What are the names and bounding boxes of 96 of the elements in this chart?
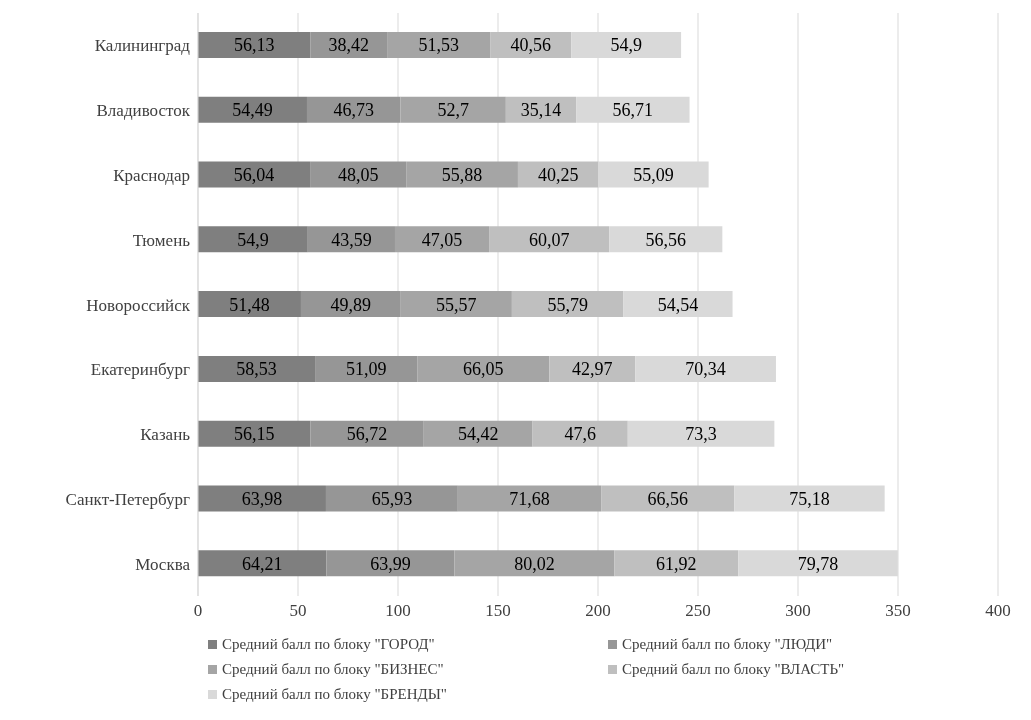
data-label: 54,9 bbox=[610, 35, 642, 56]
x-tick-label: 300 bbox=[785, 601, 811, 621]
data-label: 58,53 bbox=[236, 359, 277, 380]
bar bbox=[315, 355, 418, 382]
bar bbox=[198, 32, 311, 58]
x-tick-label: 0 bbox=[193, 601, 203, 621]
bar bbox=[198, 291, 301, 318]
bar bbox=[306, 96, 401, 123]
y-tick-label: Екатеринбург bbox=[90, 360, 191, 380]
bar bbox=[423, 420, 533, 447]
bar bbox=[198, 226, 308, 253]
legend-label: Средний балл по блоку "БРЕНДЫ" bbox=[222, 686, 447, 703]
bar bbox=[198, 355, 316, 382]
data-label: 79,78 bbox=[797, 553, 839, 574]
x-tick-label: 250 bbox=[685, 601, 711, 621]
bar bbox=[394, 226, 490, 253]
bar bbox=[406, 161, 518, 188]
legend-label: Средний балл по блоку "ГОРОД" bbox=[222, 636, 435, 653]
data-label: 52,7 bbox=[437, 100, 469, 121]
data-label: 49,89 bbox=[330, 294, 372, 315]
data-label: 71,68 bbox=[509, 488, 550, 509]
data-label: 38,42 bbox=[328, 35, 369, 56]
bar bbox=[198, 485, 326, 512]
data-label: 51,53 bbox=[418, 35, 459, 56]
x-tick-label: 400 bbox=[985, 601, 1011, 621]
bar bbox=[511, 291, 624, 318]
data-label: 70,34 bbox=[685, 359, 726, 380]
bar bbox=[454, 550, 615, 577]
data-label: 56,15 bbox=[233, 424, 275, 445]
data-label: 66,05 bbox=[463, 359, 504, 380]
data-label: 65,93 bbox=[371, 488, 413, 509]
y-tick-label: Калининград bbox=[94, 36, 191, 56]
data-label: 55,79 bbox=[547, 294, 588, 315]
data-label: 47,05 bbox=[421, 229, 463, 250]
x-tick-label: 200 bbox=[585, 601, 611, 621]
x-tick-label: 50 bbox=[289, 601, 307, 621]
data-label: 75,18 bbox=[789, 488, 830, 509]
x-tick-label: 350 bbox=[885, 601, 911, 621]
y-tick-label: Новороссийск bbox=[86, 295, 191, 315]
y-tick-label: Краснодар bbox=[113, 165, 190, 185]
data-label: 51,09 bbox=[345, 359, 387, 380]
data-label: 55,09 bbox=[633, 164, 674, 185]
x-tick-label: 150 bbox=[485, 601, 511, 621]
bar bbox=[400, 291, 512, 318]
legend-label: Средний балл по блоку "БИЗНЕС" bbox=[222, 661, 444, 678]
y-tick-label: Казань bbox=[140, 425, 191, 445]
bar bbox=[325, 485, 458, 512]
data-label: 56,72 bbox=[346, 424, 388, 445]
bar bbox=[198, 161, 311, 188]
y-tick-label: Владивосток bbox=[96, 101, 191, 121]
bar bbox=[310, 420, 424, 447]
y-tick-label: Москва bbox=[135, 554, 191, 574]
x-tick-label: 100 bbox=[385, 601, 411, 621]
data-label: 61,92 bbox=[656, 553, 697, 574]
data-label: 64,21 bbox=[241, 553, 283, 574]
data-label: 56,71 bbox=[612, 100, 654, 121]
data-label: 54,49 bbox=[232, 100, 273, 121]
bar bbox=[198, 550, 327, 577]
data-label: 55,57 bbox=[436, 294, 477, 315]
data-label: 47,6 bbox=[564, 424, 596, 445]
data-label: 54,54 bbox=[657, 294, 699, 315]
data-label: 43,59 bbox=[331, 229, 372, 250]
bar bbox=[532, 420, 628, 447]
bar bbox=[457, 485, 602, 512]
bar bbox=[387, 32, 491, 58]
data-label: 60,07 bbox=[528, 229, 570, 250]
bar bbox=[489, 226, 610, 253]
legend-label: Средний балл по блоку "ЛЮДИ" bbox=[622, 636, 833, 653]
data-label: 63,99 bbox=[370, 553, 411, 574]
data-label: 63,98 bbox=[241, 488, 283, 509]
data-label: 73,3 bbox=[685, 424, 717, 445]
data-label: 48,05 bbox=[337, 164, 379, 185]
y-tick-label: Тюмень bbox=[132, 230, 191, 250]
bar bbox=[601, 485, 735, 512]
data-label: 51,48 bbox=[229, 294, 270, 315]
y-tick-label: Санкт-Петербург bbox=[65, 489, 191, 509]
bar bbox=[400, 96, 506, 123]
data-label: 46,73 bbox=[333, 100, 374, 121]
data-label: 80,02 bbox=[514, 553, 555, 574]
data-label: 56,56 bbox=[645, 229, 687, 250]
data-label: 66,56 bbox=[647, 488, 688, 509]
bar bbox=[198, 96, 307, 123]
data-label: 56,13 bbox=[233, 35, 275, 56]
data-label: 40,56 bbox=[510, 35, 551, 56]
data-label: 35,14 bbox=[520, 100, 562, 121]
bar bbox=[417, 355, 550, 382]
data-label: 55,88 bbox=[441, 164, 483, 185]
bar bbox=[326, 550, 455, 577]
bar bbox=[198, 420, 311, 447]
data-label: 42,97 bbox=[572, 359, 613, 380]
data-label: 54,9 bbox=[237, 229, 269, 250]
bar bbox=[614, 550, 739, 577]
legend-label: Средний балл по блоку "ВЛАСТЬ" bbox=[622, 661, 845, 678]
data-label: 40,25 bbox=[537, 164, 579, 185]
data-label: 56,04 bbox=[233, 164, 275, 185]
data-label: 54,42 bbox=[457, 424, 499, 445]
